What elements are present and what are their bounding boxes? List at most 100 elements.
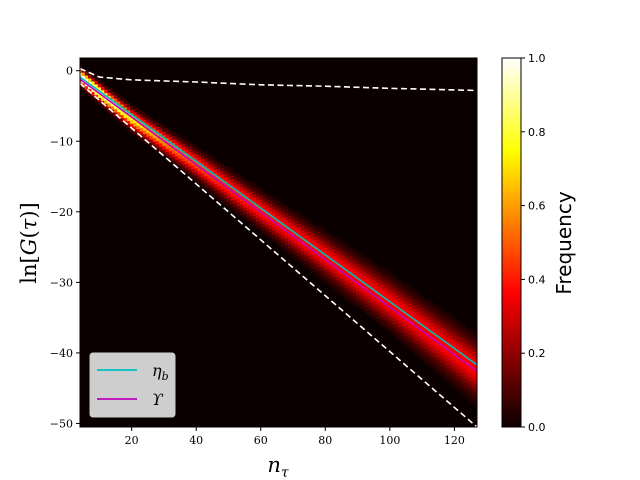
heatmap-cell: [430, 301, 434, 306]
heatmap-cell: [449, 328, 454, 333]
heatmap-cell: [385, 322, 389, 327]
heatmap-cell: [414, 322, 418, 327]
heatmap-cell: [420, 349, 425, 354]
heatmap-cell: [410, 330, 415, 335]
heatmap-cell: [465, 388, 470, 393]
heatmap-cell: [133, 119, 137, 123]
heatmap-cell: [284, 244, 289, 249]
heatmap-cell: [404, 321, 408, 326]
heatmap-cell: [113, 94, 118, 99]
heatmap-cell: [88, 78, 92, 83]
heatmap-cell: [165, 148, 170, 153]
heatmap-cell: [323, 251, 328, 256]
heatmap-cell: [330, 249, 334, 254]
heatmap-cell: [304, 260, 308, 265]
heatmap-cell: [352, 289, 357, 293]
heatmap-cell: [439, 362, 444, 367]
heatmap-cell: [433, 314, 437, 319]
heatmap-cell: [362, 282, 366, 287]
heatmap-cell: [456, 383, 460, 388]
heatmap-cell: [191, 144, 195, 148]
heatmap-cell: [123, 103, 128, 108]
heatmap-cell: [426, 330, 431, 335]
heatmap-cell: [239, 176, 244, 181]
heatmap-cell: [149, 117, 153, 122]
heatmap-cell: [436, 331, 441, 336]
heatmap-cell: [368, 298, 373, 303]
heatmap-cell: [359, 252, 363, 256]
heatmap-cell: [456, 327, 460, 332]
heatmap-cell: [197, 159, 202, 164]
heatmap-cell: [439, 316, 444, 321]
heatmap-cell: [326, 253, 331, 258]
heatmap-cell: [378, 317, 383, 322]
heatmap-cell: [194, 164, 199, 169]
heatmap-cell: [365, 303, 370, 307]
heatmap-cell: [80, 65, 82, 70]
heatmap-cell: [339, 257, 344, 262]
heatmap-cell: [433, 318, 437, 323]
heatmap-cell: [262, 194, 266, 199]
heatmap-cell: [204, 172, 208, 177]
heatmap-cell: [304, 253, 308, 258]
heatmap-cell: [191, 151, 195, 155]
heatmap-cell: [110, 95, 115, 100]
heatmap-cell: [420, 303, 425, 308]
heatmap-cell: [355, 270, 360, 275]
heatmap-cell: [288, 229, 292, 234]
heatmap-cell: [230, 203, 234, 208]
heatmap-cell: [326, 257, 331, 262]
heatmap-cell: [204, 154, 208, 159]
heatmap-cell: [284, 223, 289, 228]
heatmap-cell: [207, 153, 212, 158]
heatmap-cell: [272, 216, 276, 221]
heatmap-cell: [246, 192, 250, 197]
heatmap-cell: [297, 237, 302, 242]
heatmap-cell: [436, 349, 441, 354]
heatmap-cell: [372, 297, 376, 302]
heatmap-cell: [436, 317, 441, 322]
heatmap-cell: [317, 239, 321, 243]
heatmap-cell: [336, 282, 341, 287]
heatmap-cell: [397, 301, 402, 306]
heatmap-cell: [294, 227, 299, 232]
heatmap-cell: [142, 112, 147, 117]
heatmap-cell: [120, 118, 124, 123]
heatmap-cell: [107, 102, 111, 107]
heatmap-cell: [468, 341, 473, 346]
heatmap-cell: [423, 299, 428, 304]
heatmap-cell: [201, 155, 205, 160]
heatmap-cell: [423, 341, 428, 346]
heatmap-cell: [139, 110, 144, 114]
heatmap-cell: [446, 375, 450, 380]
heatmap-cell: [456, 373, 460, 377]
heatmap-cell: [213, 194, 218, 199]
heatmap-cell: [388, 296, 392, 301]
heatmap-cell: [365, 299, 370, 304]
heatmap-cell: [165, 130, 170, 135]
heatmap-cell: [475, 350, 477, 355]
heatmap-cell: [449, 367, 454, 372]
heatmap-cell: [355, 298, 360, 303]
heatmap-cell: [375, 311, 379, 315]
heatmap-cell: [346, 252, 350, 256]
heatmap-cell: [456, 380, 460, 384]
heatmap-cell: [417, 336, 421, 340]
heatmap-cell: [443, 351, 447, 356]
heatmap-cell: [368, 302, 373, 307]
heatmap-cell: [436, 338, 441, 343]
heatmap-cell: [407, 299, 412, 304]
heatmap-cell: [110, 102, 115, 107]
heatmap-cell: [368, 270, 373, 275]
heatmap-cell: [336, 272, 341, 277]
heatmap-cell: [307, 234, 312, 239]
heatmap-cell: [262, 205, 266, 210]
heatmap-cell: [265, 222, 270, 226]
heatmap-cell: [194, 146, 199, 151]
heatmap-cell: [142, 123, 147, 128]
heatmap-cell: [326, 236, 331, 241]
heatmap-cell: [420, 324, 425, 329]
heatmap-cell: [265, 225, 270, 230]
heatmap-cell: [323, 268, 328, 273]
heatmap-cell: [430, 361, 434, 366]
